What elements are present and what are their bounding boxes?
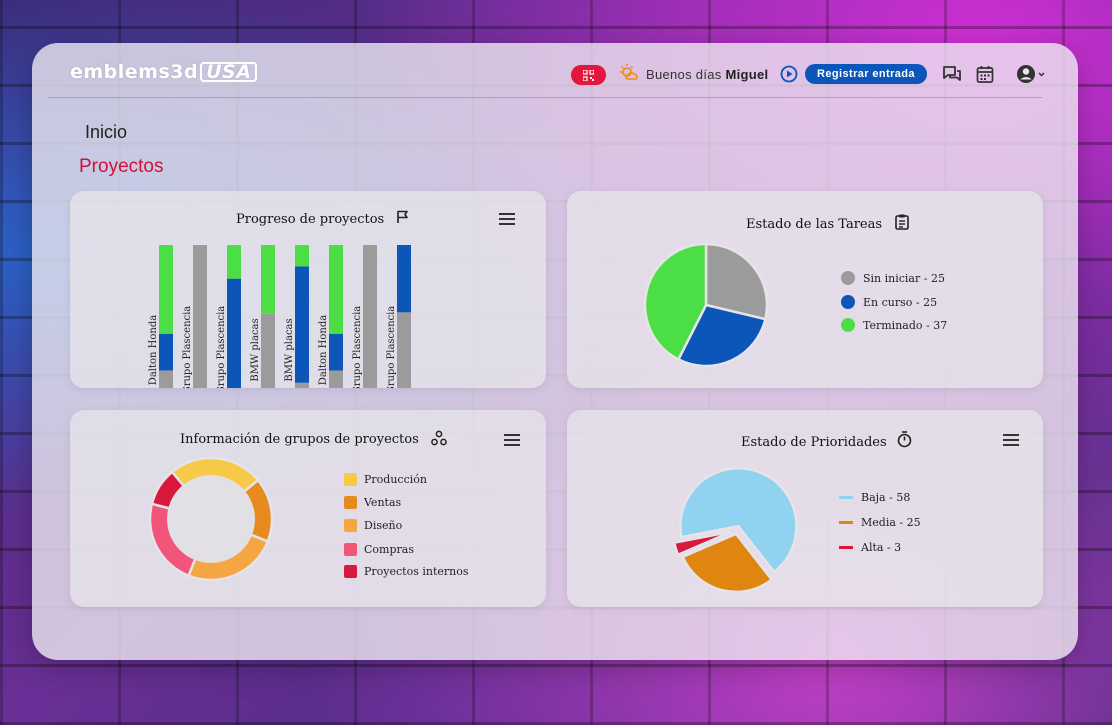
legend-item: Baja - 58 [839,491,910,504]
bar-segment [159,333,173,371]
card-title: Estado de las Tareas [746,214,909,232]
pie-slice [704,242,769,321]
category-label: Dalton Honda [318,315,329,385]
bar-segment [227,245,241,279]
category-label: Dalton Honda [148,315,159,385]
card-task-status: Estado de las Tareas Sin iniciar - 25 En… [567,191,1043,388]
pie-slice [643,242,708,362]
legend-item: Media - 25 [839,516,921,529]
card-project-progress: Progreso de proyectos Dalton Honda Grupo … [70,191,546,388]
legend-item: Diseño [344,519,402,532]
legend-item: Alta - 3 [839,541,901,554]
bar-segment [159,245,173,334]
legend-item: Terminado - 37 [841,318,947,332]
timer-icon [897,431,912,448]
category-label: Grupo Plascencia [352,306,363,388]
greeting: Buenos días Miguel [646,67,769,82]
bar-segment [227,278,241,388]
bar-segment [397,245,411,313]
pie-slice [672,530,732,557]
card-priority-status: Estado de Prioridades Baja - 58 Media - … [567,410,1043,607]
bar-segment [329,245,343,334]
register-entry-button[interactable]: Registrar entrada [805,64,927,84]
legend-item: En curso - 25 [841,295,937,309]
bar-segment [295,245,309,267]
bar-segment [295,382,309,388]
bar-segment [261,313,275,388]
pie-slice [676,303,767,368]
bar-segment [329,370,343,388]
priority-pie-chart [672,467,798,594]
chart-menu-icon[interactable] [499,212,515,226]
bar-segment [329,333,343,371]
top-bar: emblems3d USA Buenos días Miguel Registra… [48,43,1045,98]
breadcrumb[interactable]: Inicio [85,122,128,142]
category-label: Grupo Plascencia [216,306,227,388]
bar-segment [159,370,173,388]
task-status-pie-chart [643,242,769,368]
app-logo[interactable]: emblems3d USA [70,61,258,83]
category-label: BMW placas [284,318,295,381]
card-title: Progreso de proyectos [236,210,410,227]
main-panel: emblems3d USA Buenos días Miguel Registra… [32,43,1078,660]
legend-swatch [344,565,357,578]
qr-code-button[interactable] [571,65,606,85]
bar-segment [261,245,275,314]
legend-swatch [344,473,357,486]
qr-code-icon [583,69,594,81]
chart-menu-icon[interactable] [1003,433,1019,447]
donut-hole [167,475,255,563]
legend-swatch [344,543,357,556]
legend-swatch [839,546,853,549]
legend-item: Proyectos internos [344,565,469,578]
legend-item: Compras [344,543,414,556]
chat-icon[interactable] [942,64,962,84]
category-label: Grupo Plascencia [386,306,397,388]
legend-swatch [839,521,853,524]
stacked-bar-chart: Dalton Honda Grupo Plascencia Grupo Plasce… [148,245,411,388]
clipboard-icon [895,214,909,230]
sun-cloud-icon [620,64,638,80]
legend-swatch [841,271,855,285]
flag-icon [397,210,409,223]
category-label: Grupo Plascencia [182,306,193,388]
bar-segment [363,245,377,388]
play-icon[interactable] [780,65,798,83]
account-menu-icon[interactable] [1016,64,1048,84]
pie-slice [679,467,798,574]
card-title: Estado de Prioridades [741,431,912,450]
legend-item: Sin iniciar - 25 [841,271,945,285]
bar-segment [295,266,309,383]
legend-item: Ventas [344,496,401,509]
category-label: BMW placas [250,318,261,381]
group-nodes-icon [431,430,447,446]
legend-item: Producción [344,473,427,486]
legend-swatch [344,519,357,532]
legend-swatch [841,318,855,332]
legend-swatch [839,496,853,499]
chart-menu-icon[interactable] [504,433,520,447]
page-title: Proyectos [79,156,164,177]
card-project-groups: Información de grupos de proyectos Produ… [70,410,546,607]
legend-swatch [344,496,357,509]
card-title: Información de grupos de proyectos [180,430,447,447]
legend-swatch [841,295,855,309]
bar-segment [397,312,411,388]
calendar-icon[interactable] [975,64,995,84]
project-groups-donut-chart [148,456,274,582]
pie-slice [681,532,774,594]
bar-segment [193,245,207,388]
